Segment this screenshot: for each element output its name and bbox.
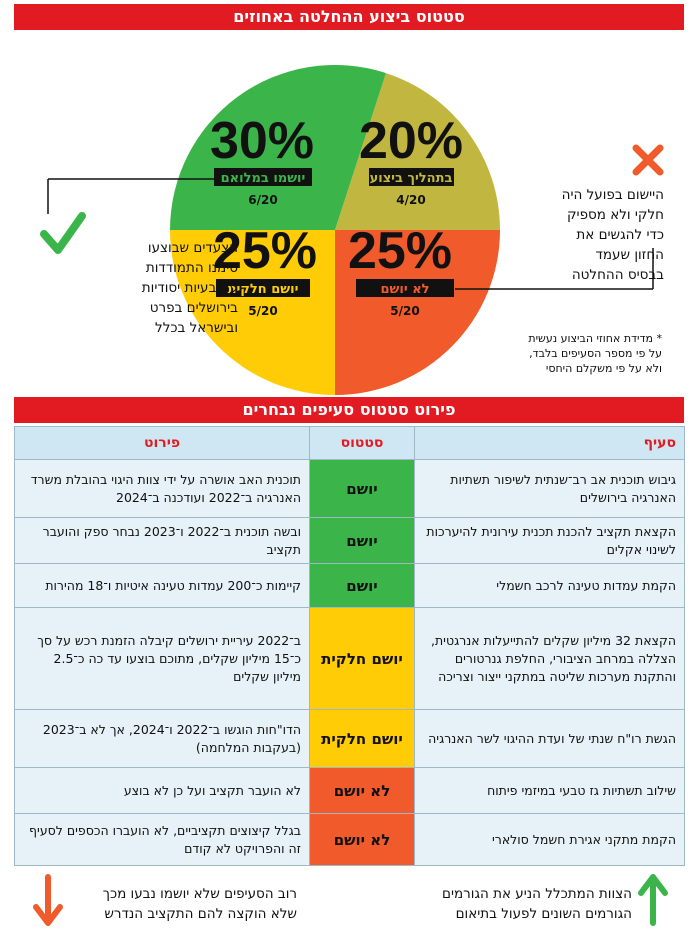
footnote-line: על פי מספר הסעיפים בלבד, bbox=[529, 347, 662, 360]
slice-label-partial: יושם חלקית bbox=[228, 282, 299, 297]
row-status: יושם bbox=[309, 563, 415, 608]
slice-label-box-not-implemented bbox=[356, 279, 454, 297]
arrow-up-icon bbox=[638, 874, 668, 926]
table-row: הקצאת 32 מיליון שקלים להתייעלות אנרגטית,… bbox=[14, 607, 685, 710]
table-row: שילוב תשתיות גז טבעי במיזמי פיתוח לא יושם… bbox=[14, 767, 685, 814]
footer-left-line: רוב הסעיפים שלא יושמו נבעו מכך bbox=[102, 886, 297, 902]
row-status: לא יושם bbox=[309, 813, 415, 866]
check-icon bbox=[40, 212, 86, 254]
header-status: סטטוס bbox=[309, 426, 415, 460]
row-details: הדו"חות הוגשו ב־2022 ו־2024, אך לא ב־202… bbox=[14, 709, 310, 768]
slice-count-fulfilled: 6/20 bbox=[248, 193, 277, 207]
table-row: גיבוש תוכנית אב רב־שנתית לשיפור תשתיות ה… bbox=[14, 459, 685, 518]
note-right-line: היישום בפועל היה bbox=[561, 187, 664, 203]
slice-label-box-fulfilled bbox=[214, 168, 312, 186]
row-details: תוכנית האב אושרה על ידי צוות היגוי בהובל… bbox=[14, 459, 310, 518]
table-row: הקמת מתקני אגירת חשמל סולארי לא יושם בגלל … bbox=[14, 813, 685, 866]
slice-label-fulfilled: יושמו במלואם bbox=[221, 171, 306, 186]
row-details: ובשה תוכנית ב־2022 ו־2023 נבחר ספק והועב… bbox=[14, 517, 310, 564]
cross-icon bbox=[632, 144, 664, 176]
slice-label-in-progress: בתהליך ביצוע bbox=[370, 171, 453, 186]
row-section: הקצאת תקציב להכנת תכנית עירונית להיערכות… bbox=[414, 517, 685, 564]
row-details: לא הועבר תקציב ועל כן לא בוצע bbox=[14, 767, 310, 814]
slice-percent-not-implemented: 25% bbox=[348, 222, 452, 280]
footnote-line: ולא על פי משקלם היחסי bbox=[545, 362, 662, 375]
slice-in-progress bbox=[335, 73, 500, 230]
footer-right-note: הצוות המתכלל הניע את הגורמים הגורמים השו… bbox=[410, 884, 632, 924]
slice-percent-partial: 25% bbox=[213, 222, 317, 280]
row-section: הקצאת 32 מיליון שקלים להתייעלות אנרגטית,… bbox=[414, 607, 685, 710]
table-title-banner: פירוט סטטוס סעיפים נבחרים bbox=[14, 397, 684, 423]
row-section: הגשת רו"ח שנתי של ועדת ההיגוי לשר האנרגי… bbox=[414, 709, 685, 768]
slice-fulfilled bbox=[170, 64, 386, 230]
footer-right-line: הצוות המתכלל הניע את הגורמים bbox=[442, 886, 632, 902]
slice-count-in-progress: 4/20 bbox=[396, 193, 425, 207]
footnote: * מדידת אחוזי הביצוע נעשית על פי מספר הס… bbox=[504, 331, 662, 376]
header-section: סעיף bbox=[414, 426, 685, 460]
row-status: יושם bbox=[309, 517, 415, 564]
footer-left-line: שלא הוקצה להם התקציב הנדרש bbox=[104, 906, 297, 922]
note-right: היישום בפועל היה חלקי ולא מספיק כדי להגש… bbox=[530, 185, 664, 285]
slice-label-not-implemented: לא יושם bbox=[380, 282, 429, 297]
slice-label-box-partial bbox=[216, 279, 310, 297]
note-left-line: עם בעיות יסודיות bbox=[141, 280, 238, 296]
arrow-down-icon bbox=[33, 874, 63, 926]
slice-count-partial: 5/20 bbox=[248, 304, 277, 318]
slice-percent-fulfilled: 30% bbox=[210, 112, 314, 170]
table-header-row: סעיף סטטוס פירוט bbox=[14, 426, 685, 460]
note-left-line: ובישראל בכלל bbox=[155, 320, 238, 336]
note-left: הצעדים שבוצעו סימנו התמודדות עם בעיות יס… bbox=[88, 238, 238, 338]
note-left-line: בירושלים בפרט bbox=[149, 300, 238, 316]
slice-count-not-implemented: 5/20 bbox=[390, 304, 419, 318]
footer-right-line: הגורמים השונים לפעול בתיאום bbox=[455, 906, 632, 922]
pie-chart: 30% יושמו במלואם 6/20 20% בתהליך ביצוע 4… bbox=[40, 64, 664, 395]
footer-left-note: רוב הסעיפים שלא יושמו נבעו מכך שלא הוקצה… bbox=[72, 884, 297, 924]
table-row: הקצאת תקציב להכנת תכנית עירונית להיערכות… bbox=[14, 517, 685, 564]
row-section: גיבוש תוכנית אב רב־שנתית לשיפור תשתיות ה… bbox=[414, 459, 685, 518]
row-section: הקמת עמדות טעינה לרכב חשמלי bbox=[414, 563, 685, 608]
row-status: יושם bbox=[309, 459, 415, 518]
note-left-line: סימנו התמודדות bbox=[145, 260, 238, 276]
note-right-line: בבסיס ההחלטה bbox=[571, 267, 664, 283]
status-table: סעיף סטטוס פירוט גיבוש תוכנית אב רב־שנתי… bbox=[14, 426, 685, 866]
table-row: הקמת עמדות טעינה לרכב חשמלי יושם קיימות כ־… bbox=[14, 563, 685, 608]
header-details: פירוט bbox=[14, 426, 310, 460]
note-right-line: כדי להגשים את bbox=[576, 227, 664, 243]
table-row: הגשת רו"ח שנתי של ועדת ההיגוי לשר האנרגי… bbox=[14, 709, 685, 768]
row-status: לא יושם bbox=[309, 767, 415, 814]
row-section: שילוב תשתיות גז טבעי במיזמי פיתוח bbox=[414, 767, 685, 814]
slice-label-box-in-progress bbox=[369, 168, 454, 186]
slice-not-implemented bbox=[335, 230, 500, 395]
note-right-line: חלקי ולא מספיק bbox=[566, 207, 664, 223]
footer-icons bbox=[33, 874, 668, 926]
row-section: הקמת מתקני אגירת חשמל סולארי bbox=[414, 813, 685, 866]
row-details: ב־2022 עיריית ירושלים קיבלה הזמנת רכש על… bbox=[14, 607, 310, 710]
row-details: בגלל קיצוצים תקציביים, לא הועברו הכספים … bbox=[14, 813, 310, 866]
row-status: יושם חלקית bbox=[309, 709, 415, 768]
row-status: יושם חלקית bbox=[309, 607, 415, 710]
note-right-line: החזון שעמד bbox=[595, 247, 664, 263]
slice-percent-in-progress: 20% bbox=[359, 112, 463, 170]
row-details: קיימות כ־200 עמדות טעינה איטיות ו־18 מהי… bbox=[14, 563, 310, 608]
footnote-line: * מדידת אחוזי הביצוע נעשית bbox=[528, 332, 662, 345]
note-left-line: הצעדים שבוצעו bbox=[147, 240, 238, 256]
slice-partial bbox=[170, 230, 335, 395]
chart-title-banner: סטטוס ביצוע ההחלטה באחוזים bbox=[14, 4, 684, 30]
